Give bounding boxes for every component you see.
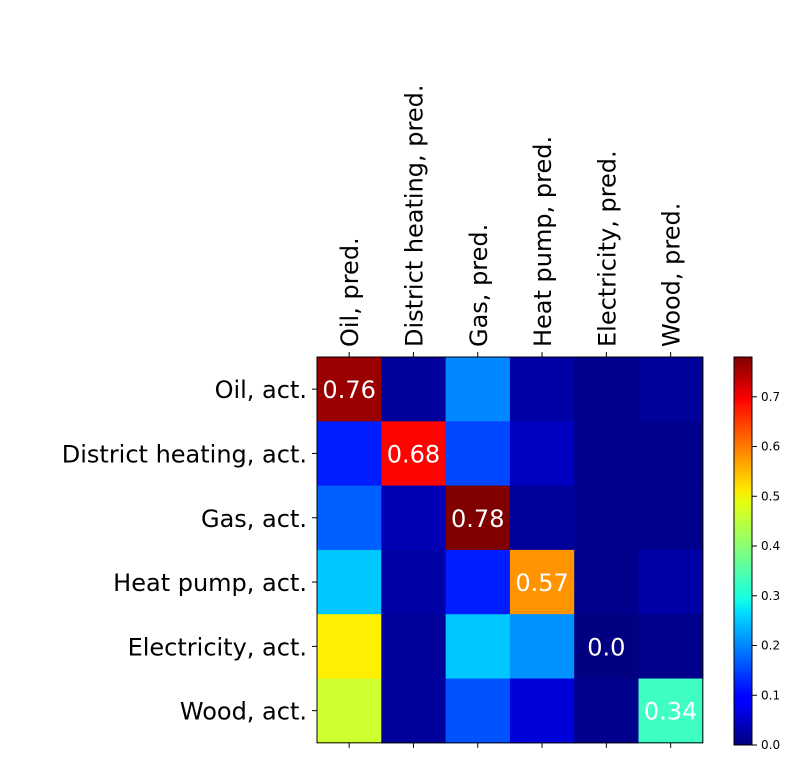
heatmap-cell	[510, 679, 575, 744]
cell-annotation: 0.57	[515, 569, 568, 597]
heatmap-cell	[317, 614, 382, 679]
colorbar-tick-label: 0.5	[761, 489, 780, 503]
heatmap-cell	[381, 486, 446, 551]
heatmap-cell	[574, 357, 639, 422]
cell-annotation: 0.34	[644, 698, 697, 726]
heatmap-cell	[510, 421, 575, 486]
heatmap-cell	[510, 614, 575, 679]
colorbar-tick-label: 0.7	[761, 390, 780, 404]
y-tick-label: Electricity, act.	[128, 633, 307, 661]
x-tick-label: Electricity, pred.	[593, 150, 621, 347]
colorbar-tick-label: 0.0	[761, 738, 780, 752]
heatmap-cell	[574, 486, 639, 551]
cell-annotation: 0.0	[587, 633, 625, 661]
heatmap-cell	[639, 614, 704, 679]
x-tick-label: Oil, pred.	[336, 237, 364, 347]
heatmap-cell	[639, 550, 704, 615]
heatmap-cell	[317, 679, 382, 744]
heatmap-cell	[317, 486, 382, 551]
y-tick-label: Oil, act.	[215, 376, 307, 404]
heatmap-cell	[446, 550, 511, 615]
y-tick-label: Heat pump, act.	[113, 569, 307, 597]
heatmap-cell	[381, 679, 446, 744]
colorbar: 0.0 0.1 0.2 0.3 0.4 0.5 0.6 0.7	[734, 357, 780, 752]
x-tick-label: Gas, pred.	[465, 224, 493, 347]
heatmap-cell	[381, 357, 446, 422]
heatmap-cell	[381, 550, 446, 615]
heatmap-cell	[639, 357, 704, 422]
heatmap-cell	[639, 486, 704, 551]
heatmap-cell	[446, 679, 511, 744]
heatmap-cell	[317, 421, 382, 486]
heatmap-cell	[510, 357, 575, 422]
colorbar-gradient	[734, 357, 752, 745]
heatmap-cell	[510, 486, 575, 551]
y-tick-label: Wood, act.	[180, 698, 307, 726]
heatmap-cell	[574, 679, 639, 744]
y-tick-label: District heating, act.	[62, 440, 307, 468]
colorbar-tick-label: 0.3	[761, 589, 780, 603]
heatmap-cell	[574, 550, 639, 615]
x-tick-label: District heating, pred.	[400, 85, 428, 348]
heatmap-cell	[381, 614, 446, 679]
heatmap-cell	[639, 421, 704, 486]
heatmap-cell	[446, 614, 511, 679]
heatmap-cell	[446, 421, 511, 486]
colorbar-tick-label: 0.2	[761, 639, 780, 653]
confusion-matrix-chart: 0.76 0.68 0.78 0.57 0.0 0.34 Oil, pred. Distri…	[0, 0, 805, 778]
colorbar-tick-label: 0.4	[761, 539, 780, 553]
x-tick-label: Wood, pred.	[658, 203, 686, 347]
heatmap-cell	[317, 550, 382, 615]
colorbar-tick-label: 0.6	[761, 440, 780, 454]
heatmap-cell	[446, 357, 511, 422]
heatmap-cells	[317, 357, 703, 743]
cell-annotation: 0.76	[322, 376, 375, 404]
y-tick-label: Gas, act.	[201, 505, 307, 533]
y-axis: Oil, act. District heating, act. Gas, act.…	[62, 376, 317, 726]
cell-annotation: 0.68	[387, 440, 440, 468]
heatmap-cell	[574, 421, 639, 486]
colorbar-tick-label: 0.1	[761, 688, 780, 702]
x-tick-label: Heat pump, pred.	[529, 136, 557, 347]
cell-annotation: 0.78	[451, 505, 504, 533]
